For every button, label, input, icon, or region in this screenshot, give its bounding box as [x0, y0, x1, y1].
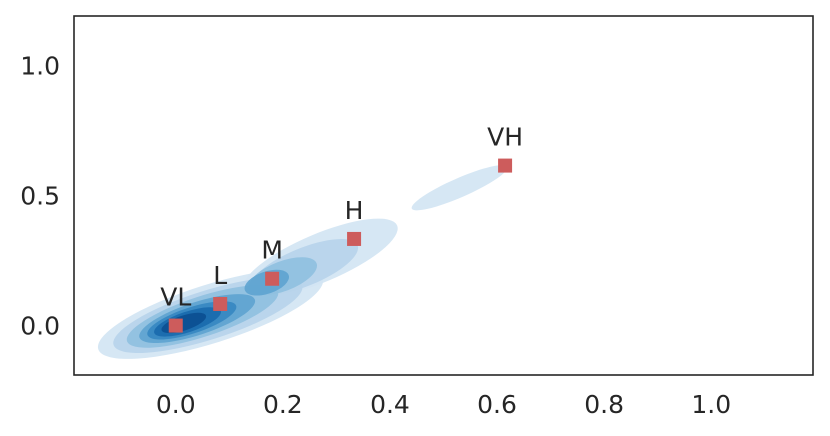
x-tick-label: 1.0	[691, 390, 731, 419]
data-point-m	[265, 271, 280, 286]
x-tick-label: 0.8	[584, 390, 624, 419]
point-labels: VL L M H VH	[160, 123, 523, 312]
y-tick-label: 1.0	[20, 51, 60, 80]
x-tick-label: 0.6	[477, 390, 517, 419]
point-label-h: H	[345, 196, 364, 225]
point-label-vh: VH	[487, 123, 523, 152]
point-label-m: M	[261, 236, 283, 265]
data-point-vl	[168, 318, 183, 333]
data-point-vh	[498, 158, 513, 173]
x-tick-labels: 0.0 0.2 0.4 0.6 0.8 1.0	[156, 390, 731, 419]
x-tick-label: 0.2	[263, 390, 303, 419]
point-label-l: L	[213, 261, 227, 290]
y-tick-label: 0.0	[20, 312, 60, 341]
data-point-h	[347, 231, 362, 246]
plot-frame	[73, 15, 814, 376]
y-tick-label: 0.5	[20, 182, 60, 211]
y-tick-labels: 0.0 0.5 1.0	[20, 51, 60, 340]
x-tick-label: 0.4	[370, 390, 410, 419]
data-point-l	[213, 296, 228, 311]
x-tick-label: 0.0	[156, 390, 196, 419]
density-contour-1-2	[411, 165, 508, 211]
density-contours	[97, 165, 508, 359]
point-label-vl: VL	[160, 283, 191, 312]
data-points	[168, 158, 513, 333]
